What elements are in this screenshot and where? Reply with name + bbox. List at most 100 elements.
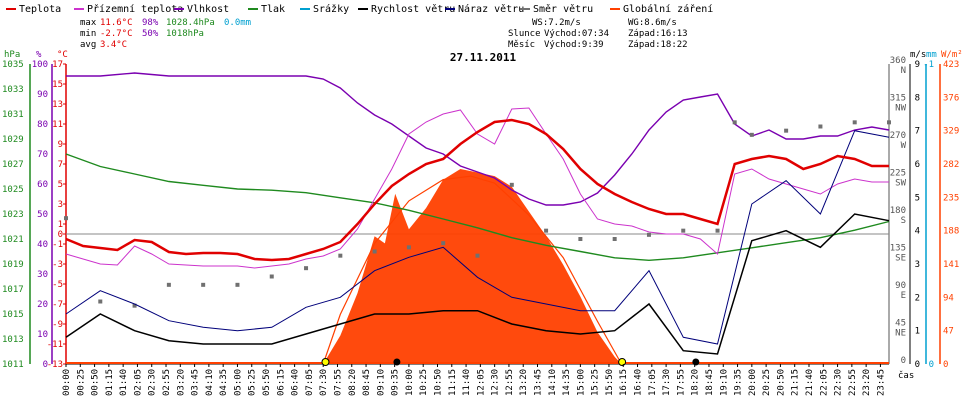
x-tick-label: 22:05 [819,369,829,396]
sunset: Západ:16:13 [628,29,688,39]
wind-direction-point [732,120,737,125]
wind-direction-point [269,274,274,279]
x-tick-label: 05:00 [233,369,243,396]
tick-label-hpa: 1035 [2,60,24,70]
x-tick-label: 20:00 [748,369,758,396]
moonrise: Východ:9:39 [544,40,604,50]
tick-label-pct: 0 [43,360,48,370]
tick-label-dir: 270 [890,131,906,141]
wind-direction-point [749,132,754,137]
tick-label-degc: 3 [58,200,63,210]
x-tick-label: 20:25 [762,369,772,396]
tick-label-dir-name: W [901,141,907,151]
tick-label-dir: 90 [895,281,906,291]
tick-label-pct: 40 [37,240,48,250]
stat-max-label: max [80,18,97,28]
x-tick-label: 20:50 [776,369,786,396]
tick-label-dir: 180 [890,206,906,216]
x-tick-label: 23:20 [862,369,872,396]
x-tick-label: 11:15 [448,369,458,396]
unit-labels: hPa % °C m/s mm W/m² čas [4,50,963,381]
x-tick-label: 18:45 [705,369,715,396]
tick-label-pct: 60 [37,180,48,190]
wind-direction-point [475,253,480,258]
x-tick-label: 05:50 [262,369,272,396]
tick-label-wm2: 235 [943,193,959,203]
legend-label: Vlhkost [187,4,229,15]
tick-label-degc: -13 [47,360,63,370]
x-tick-label: 13:45 [534,369,544,396]
series-wind-line [65,213,890,355]
tick-label-dir-name: NE [895,329,906,339]
tick-label-degc: 13 [52,100,63,110]
stat-min-label: min [80,29,96,39]
tick-label-degc: -1 [52,240,63,250]
series-gust-line [65,130,890,345]
x-tick-label: 18:20 [691,369,701,396]
tick-label-wm2: 0 [943,360,948,370]
wind-direction-point [372,249,377,254]
legend-item: Tlak [248,4,285,15]
x-tick-label: 00:00 [62,369,72,396]
sun-label: Slunce [508,29,541,39]
x-tick-label: 04:10 [205,369,215,396]
x-tick-label: 09:35 [391,369,401,396]
legend-label: Přízemní teplota [87,3,183,15]
legend-item: Teplota [6,4,61,15]
tick-label-hpa: 1033 [2,85,24,95]
x-axis: 00:00 00:25 00:50 01:15 01:40 02:05 02:30 02:55… [62,364,886,396]
tick-label-hpa: 1031 [2,110,24,120]
x-tick-label: 10:00 [405,369,415,396]
x-tick-label: 21:40 [805,369,815,396]
stat-min-hum: 50% [142,29,159,39]
wind-sun-info: WS:7.2m/s WG:8.6m/s Slunce Východ:07:34 … [508,18,688,50]
tick-label-degc: -3 [52,260,63,270]
unit-pct: % [36,50,42,60]
unit-wm2: W/m² [941,50,963,60]
tick-label-hpa: 1015 [2,310,24,320]
series-max-radiation-line [322,175,623,365]
tick-label-hpa: 1013 [2,335,24,345]
tick-label-wm2: 47 [943,327,954,337]
tick-label-ms: 3 [915,260,920,270]
tick-label-mm: -1 [923,60,934,70]
wind-direction-point [544,228,549,233]
tick-label-hpa: 1019 [2,260,24,270]
wind-direction-point [64,216,68,221]
tick-label-ms: 8 [915,93,920,103]
tick-label-wm2: 188 [943,227,959,237]
legend-item: Rychlost větru [358,3,455,15]
plot-area [64,72,891,366]
x-tick-label: 15:00 [576,369,586,396]
tick-label-wm2: 141 [943,260,959,270]
tick-label-dir-name: S [901,216,906,226]
tick-label-degc: 7 [58,160,63,170]
legend-label: Teplota [19,4,61,15]
wind-direction-point [509,182,514,187]
tick-label-dir: 45 [895,319,906,329]
wind-direction-point [852,120,857,125]
tick-label-dir: 135 [890,244,906,254]
tick-label-dir-name: SW [895,179,906,189]
stats-block: max 11.6°C 98% 1028.4hPa 0.0mm min -2.7°… [80,18,251,50]
tick-label-hpa: 1011 [2,360,24,370]
tick-label-hpa: 1021 [2,235,24,245]
x-tick-label: 17:05 [648,369,658,396]
x-tick-label: 02:30 [148,369,158,396]
tick-label-degc: 0 [58,230,63,240]
moonset: Západ:18:22 [628,40,688,50]
tick-label-wm2: 94 [943,293,954,303]
sun-marker [321,358,330,366]
legend-label: Náraz větru [458,3,524,15]
x-tick-label: 17:55 [676,369,686,396]
stat-avg-temp: 3.4°C [100,40,127,50]
x-tick-label: 03:45 [191,369,201,396]
tick-label-mm: 0 [929,360,934,370]
wind-direction-point [132,303,137,308]
tick-label-pct: 100 [32,60,48,70]
x-tick-label: 15:25 [591,369,601,396]
tick-label-ms: 9 [915,60,920,70]
x-tick-label: 01:40 [119,369,129,396]
unit-time: čas [898,370,914,381]
